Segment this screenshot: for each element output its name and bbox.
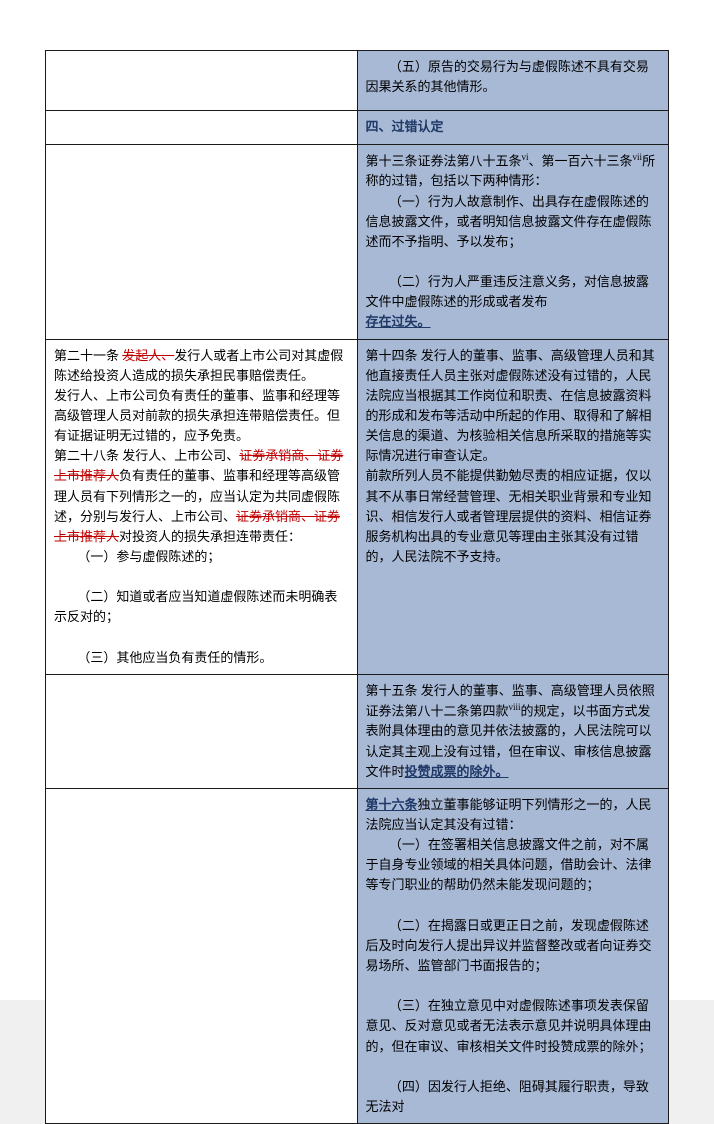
- left-cell: [46, 145, 358, 340]
- left-cell: [46, 51, 358, 111]
- table-row: 第十五条 发行人的董事、监事、高级管理人员依照证券法第八十二条第四款viii的规…: [46, 674, 669, 788]
- right-cell: 第十四条 发行人的董事、监事、高级管理人员和其他直接责任人员主张对虚假陈述没有过…: [357, 339, 669, 674]
- left-cell: [46, 674, 358, 788]
- left-cell: [46, 111, 358, 145]
- table-row: 第十三条证券法第八十五条vi、第一百六十三条vii所称的过错，包括以下两种情形：…: [46, 145, 669, 340]
- table-row: 第十六条独立董事能够证明下列情形之一的，人民法院应当认定其没有过错：（一）在签署…: [46, 788, 669, 1123]
- comparison-table: （五）原告的交易行为与虚假陈述不具有交易因果关系的其他情形。四、过错认定第十三条…: [45, 50, 669, 1124]
- table-row: （五）原告的交易行为与虚假陈述不具有交易因果关系的其他情形。: [46, 51, 669, 111]
- right-cell: 四、过错认定: [357, 111, 669, 145]
- right-cell: 第十六条独立董事能够证明下列情形之一的，人民法院应当认定其没有过错：（一）在签署…: [357, 788, 669, 1123]
- left-cell: 第二十一条 发起人、发行人或者上市公司对其虚假陈述给投资人造成的损失承担民事赔偿…: [46, 339, 358, 674]
- right-cell: 第十三条证券法第八十五条vi、第一百六十三条vii所称的过错，包括以下两种情形：…: [357, 145, 669, 340]
- table-row: 四、过错认定: [46, 111, 669, 145]
- left-cell: [46, 788, 358, 1123]
- right-cell: 第十五条 发行人的董事、监事、高级管理人员依照证券法第八十二条第四款viii的规…: [357, 674, 669, 788]
- right-cell: （五）原告的交易行为与虚假陈述不具有交易因果关系的其他情形。: [357, 51, 669, 111]
- document-page: （五）原告的交易行为与虚假陈述不具有交易因果关系的其他情形。四、过错认定第十三条…: [0, 0, 714, 1000]
- table-row: 第二十一条 发起人、发行人或者上市公司对其虚假陈述给投资人造成的损失承担民事赔偿…: [46, 339, 669, 674]
- table-body: （五）原告的交易行为与虚假陈述不具有交易因果关系的其他情形。四、过错认定第十三条…: [46, 51, 669, 1124]
